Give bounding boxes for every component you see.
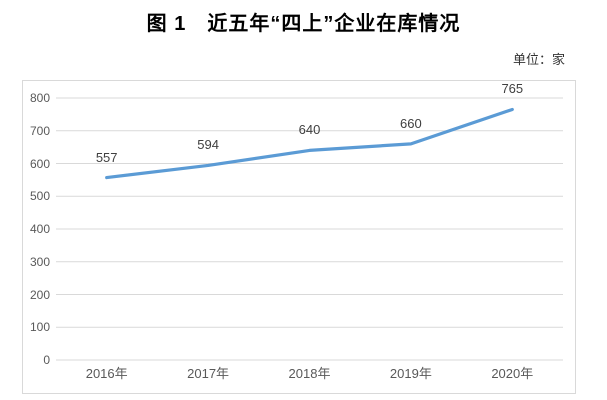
y-tick-label: 700 — [29, 123, 50, 138]
x-tick-label: 2018年 — [288, 366, 331, 381]
x-tick-label: 2016年 — [85, 366, 128, 381]
chart-title: 图 1 近五年“四上”企业在库情况 — [146, 13, 461, 35]
data-label: 765 — [501, 81, 524, 97]
y-tick-label: 200 — [29, 287, 50, 302]
data-label: 640 — [298, 122, 321, 138]
chart-area: 0 100 200 300 400 500 600 700 800 2016年 557 2017年 59… — [22, 80, 576, 394]
x-tick-label: 2020年 — [491, 366, 534, 381]
y-tick-label: 600 — [29, 156, 50, 171]
y-tick-label: 0 — [43, 353, 50, 367]
y-tick-label: 400 — [29, 222, 50, 236]
y-tick-label: 300 — [29, 254, 50, 269]
unit-label: 单位：家 — [512, 52, 565, 67]
y-tick-label: 100 — [29, 320, 50, 335]
y-tick-label: 800 — [29, 91, 50, 105]
data-label: 660 — [400, 115, 422, 131]
y-tick-label: 500 — [29, 189, 50, 204]
series-line — [105, 107, 514, 180]
plot-canvas — [56, 97, 563, 361]
data-label: 594 — [197, 137, 219, 153]
x-tick-label: 2019年 — [389, 366, 432, 381]
x-tick-label: 2017年 — [187, 366, 230, 381]
data-label: 557 — [95, 149, 118, 165]
